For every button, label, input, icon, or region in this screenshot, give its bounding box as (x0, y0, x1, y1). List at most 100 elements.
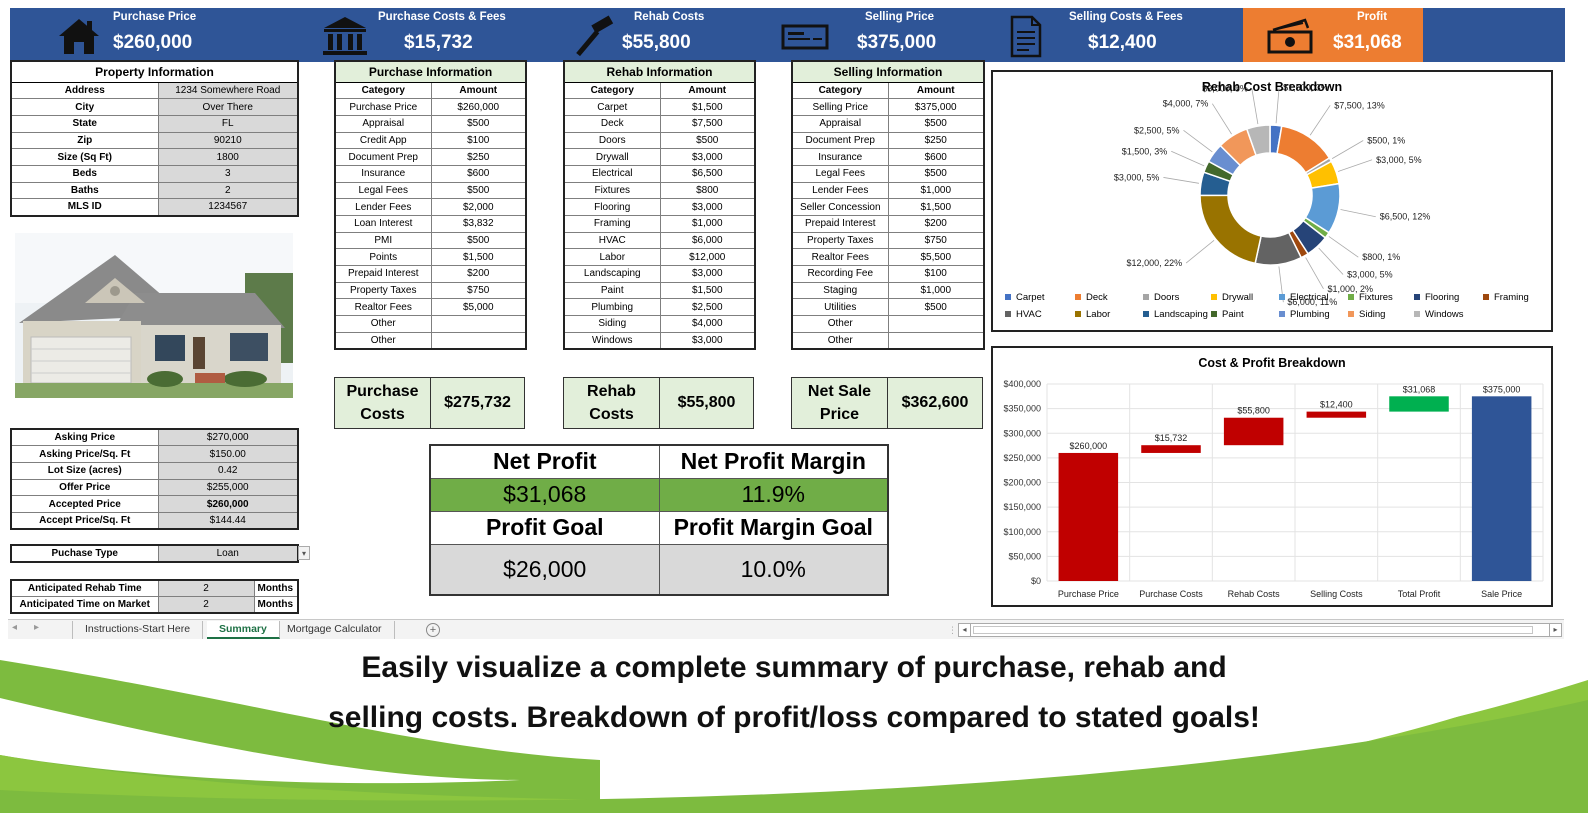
cost-amount[interactable]: $750 (430, 281, 527, 300)
legend-item-deck[interactable]: Deck (1075, 292, 1108, 303)
pricing-field-value[interactable]: $270,000 (157, 428, 299, 447)
cost-amount[interactable]: $5,500 (887, 248, 985, 267)
cost-amount[interactable]: $1,500 (659, 281, 756, 300)
legend-item-hvac[interactable]: HVAC (1005, 309, 1042, 320)
property-field-value[interactable]: 2 (157, 181, 299, 200)
property-field-value[interactable]: 1234567 (157, 198, 299, 216)
cost-amount[interactable]: $500 (659, 131, 756, 150)
legend-item-siding[interactable]: Siding (1348, 309, 1385, 320)
bar-purchase-costs[interactable] (1141, 445, 1201, 453)
cost-amount[interactable]: $500 (887, 114, 985, 133)
pricing-field-value[interactable]: $144.44 (157, 511, 299, 530)
rehab-time-value[interactable]: 2 (157, 579, 255, 598)
bar-rehab-costs[interactable] (1223, 417, 1284, 446)
cost-amount[interactable]: $500 (887, 164, 985, 183)
tab-mortgage-calculator[interactable]: Mortgage Calculator (275, 621, 395, 639)
cost-amount[interactable]: $800 (659, 181, 756, 200)
cost-amount[interactable]: $6,000 (659, 231, 756, 250)
cost-amount[interactable]: $2,000 (430, 198, 527, 216)
legend-item-paint[interactable]: Paint (1211, 309, 1244, 320)
cost-amount[interactable]: $600 (887, 148, 985, 166)
cost-amount[interactable]: $500 (430, 181, 527, 200)
cost-amount[interactable]: $250 (887, 131, 985, 150)
property-field-value[interactable]: Over There (157, 98, 299, 116)
bar-sale-price[interactable] (1471, 396, 1532, 581)
cost-amount[interactable]: $3,000 (659, 198, 756, 216)
legend-item-drywall[interactable]: Drywall (1211, 292, 1253, 303)
profit-goal-value[interactable]: $26,000 (429, 543, 660, 596)
bar-selling-costs[interactable] (1306, 411, 1367, 418)
tab-scroll-right-icon[interactable]: ▸ (34, 622, 40, 633)
cost-amount[interactable]: $6,500 (659, 164, 756, 183)
selling-information-title: Selling Information (791, 60, 985, 83)
pricing-field-value[interactable]: $260,000 (157, 495, 299, 513)
scroll-left-icon[interactable]: ◂ (959, 624, 971, 636)
cost-amount[interactable] (430, 315, 527, 333)
property-field-value[interactable]: 90210 (157, 131, 299, 150)
cost-amount[interactable]: $3,000 (659, 331, 756, 350)
cost-amount[interactable]: $600 (430, 164, 527, 183)
tab-instructions[interactable]: Instructions-Start Here (72, 621, 204, 639)
profit-margin-goal-value[interactable]: 10.0% (658, 543, 889, 596)
cost-amount[interactable]: $1,000 (659, 215, 756, 233)
legend-item-flooring[interactable]: Flooring (1414, 292, 1459, 303)
cost-amount[interactable] (430, 331, 527, 350)
cost-amount[interactable]: $2,500 (659, 298, 756, 317)
legend-item-plumbing[interactable]: Plumbing (1279, 309, 1330, 320)
cost-amount[interactable]: $4,000 (659, 315, 756, 333)
cost-amount[interactable]: $375,000 (887, 98, 985, 116)
legend-item-carpet[interactable]: Carpet (1005, 292, 1045, 303)
cost-amount[interactable]: $1,500 (430, 248, 527, 267)
bar-purchase-price[interactable] (1058, 452, 1119, 581)
property-field-value[interactable]: 1234 Somewhere Road (157, 81, 299, 100)
splitter-handle-icon[interactable]: ⋮ (948, 625, 957, 635)
property-field-value[interactable]: 1800 (157, 148, 299, 166)
add-sheet-icon[interactable]: + (426, 623, 440, 637)
market-time-value[interactable]: 2 (157, 596, 255, 614)
tab-scroll-left-icon[interactable]: ◂ (12, 622, 18, 633)
cost-amount[interactable] (887, 331, 985, 350)
dropdown-arrow-icon[interactable]: ▾ (298, 546, 310, 560)
cost-amount[interactable]: $1,000 (887, 181, 985, 200)
pricing-field-value[interactable]: 0.42 (157, 461, 299, 480)
property-field-value[interactable]: 3 (157, 164, 299, 183)
scroll-right-icon[interactable]: ▸ (1549, 624, 1561, 636)
cost-amount[interactable]: $100 (430, 131, 527, 150)
legend-item-landscaping[interactable]: Landscaping (1143, 309, 1208, 320)
cost-amount[interactable]: $12,000 (659, 248, 756, 267)
cost-amount[interactable]: $500 (430, 114, 527, 133)
cost-amount[interactable]: $3,000 (659, 265, 756, 283)
pricing-field-value[interactable]: $255,000 (157, 478, 299, 497)
cost-amount[interactable]: $200 (887, 215, 985, 233)
cost-amount[interactable]: $260,000 (430, 98, 527, 116)
legend-item-fixtures[interactable]: Fixtures (1348, 292, 1393, 303)
cost-amount[interactable]: $750 (887, 231, 985, 250)
cost-amount[interactable]: $1,500 (659, 98, 756, 116)
horizontal-scrollbar[interactable]: ◂ ▸ (958, 623, 1562, 637)
legend-item-labor[interactable]: Labor (1075, 309, 1110, 320)
cost-amount[interactable]: $3,832 (430, 215, 527, 233)
legend-item-doors[interactable]: Doors (1143, 292, 1179, 303)
legend-item-electrical[interactable]: Electrical (1279, 292, 1329, 303)
cost-amount[interactable]: $200 (430, 265, 527, 283)
cost-amount[interactable]: $500 (887, 298, 985, 317)
property-field-value[interactable]: FL (157, 114, 299, 133)
cost-amount[interactable]: $500 (430, 231, 527, 250)
pricing-field-value[interactable]: $150.00 (157, 445, 299, 463)
purchase-type-select[interactable]: Loan (157, 544, 299, 563)
legend-item-windows[interactable]: Windows (1414, 309, 1464, 320)
cost-amount[interactable]: $3,000 (659, 148, 756, 166)
donut-slice-windows[interactable] (1245, 124, 1271, 157)
cost-amount[interactable]: $7,500 (659, 114, 756, 133)
cost-amount[interactable]: $100 (887, 265, 985, 283)
cost-amount[interactable]: $1,000 (887, 281, 985, 300)
cost-amount[interactable]: $250 (430, 148, 527, 166)
cost-amount[interactable] (887, 315, 985, 333)
cost-amount[interactable]: $1,500 (887, 198, 985, 216)
scrollbar-thumb[interactable] (973, 626, 1533, 634)
bar-total-profit[interactable] (1389, 396, 1449, 412)
legend-swatch (1005, 311, 1011, 318)
tab-summary[interactable]: Summary (207, 621, 280, 639)
legend-item-framing[interactable]: Framing (1483, 292, 1529, 303)
cost-amount[interactable]: $5,000 (430, 298, 527, 317)
